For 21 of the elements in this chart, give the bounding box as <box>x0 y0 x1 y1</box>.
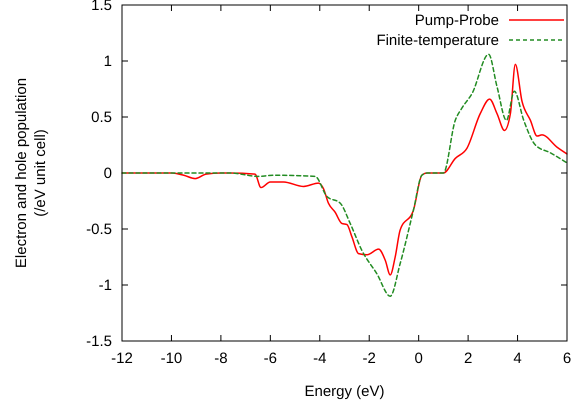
legend-label: Pump-Probe <box>414 12 499 29</box>
x-tick-label: -12 <box>111 350 133 367</box>
y-tick-label: 0 <box>104 165 112 182</box>
legend-label: Finite-temperature <box>376 32 499 49</box>
x-tick-label: -10 <box>160 350 182 367</box>
x-tick-label: -2 <box>362 350 376 367</box>
y-tick-label: -1.5 <box>86 333 112 350</box>
y-tick-label: 0.5 <box>91 109 112 126</box>
x-tick-label: -6 <box>264 350 278 367</box>
y-tick-label: 1 <box>104 53 112 70</box>
y-axis-title: Electron and hole population (/eV unit cell) <box>13 78 49 268</box>
x-tick-label: -4 <box>313 350 326 367</box>
y-tick-label: -1 <box>98 277 112 294</box>
x-axis-title: Energy (eV) <box>304 383 385 400</box>
x-tick-label: -8 <box>214 350 228 367</box>
x-tick-label: 4 <box>513 350 522 367</box>
x-tick-label: 2 <box>464 350 472 367</box>
x-tick-label: 0 <box>414 350 423 367</box>
x-tick-label: 6 <box>562 350 572 367</box>
y-tick-label: 1.5 <box>91 0 112 14</box>
y-tick-label: -0.5 <box>86 221 112 238</box>
